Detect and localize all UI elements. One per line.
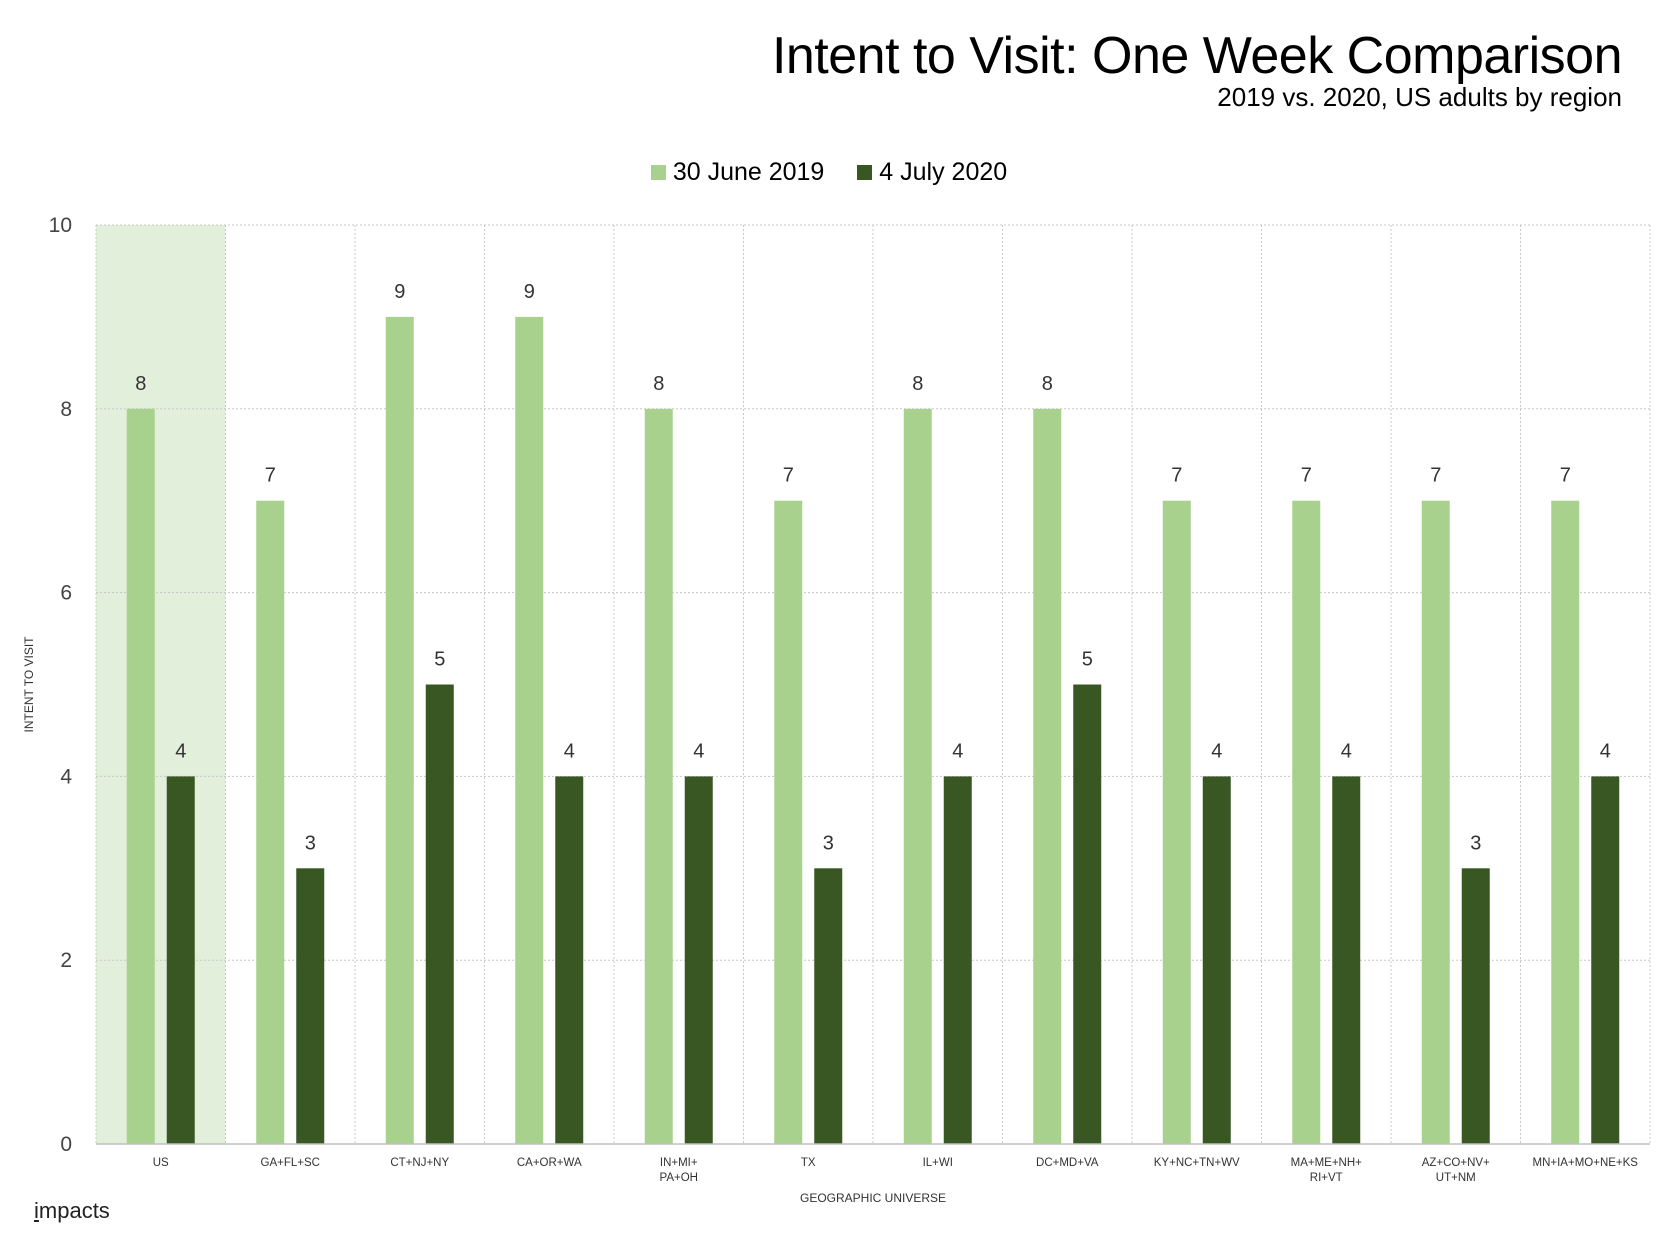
x-tick-label: CT+NJ+NY: [390, 1157, 449, 1169]
data-label-2019: 8: [653, 373, 664, 395]
x-tick-label: DC+MD+VA: [1036, 1157, 1099, 1169]
data-label-2020: 3: [305, 832, 316, 854]
x-tick-label: AZ+CO+NV+: [1422, 1157, 1490, 1169]
legend-swatch-2019: [650, 165, 666, 180]
bar-2019: [515, 316, 544, 1144]
bar-2019: [385, 316, 414, 1144]
x-tick-label: US: [153, 1157, 169, 1169]
data-label-2020: 4: [175, 740, 186, 762]
bar-2020: [814, 868, 843, 1144]
bar-2019: [1162, 500, 1191, 1144]
bar-2020: [684, 776, 713, 1144]
x-tick-label: GA+FL+SC: [261, 1157, 320, 1169]
x-tick-label: IL+WI: [923, 1157, 953, 1169]
x-tick-label: RI+VT: [1310, 1172, 1343, 1184]
bar-2020: [296, 868, 325, 1144]
bar-2019: [1551, 500, 1580, 1144]
legend: 30 June 2019 4 July 2020: [0, 158, 1658, 187]
bar-2020: [425, 684, 454, 1144]
y-tick-label: 2: [60, 949, 72, 972]
bar-2020: [1461, 868, 1490, 1144]
data-label-2019: 7: [783, 465, 794, 487]
bar-2019: [1421, 500, 1450, 1144]
data-label-2020: 5: [1082, 649, 1093, 671]
brand-text: mpacts: [38, 1198, 110, 1223]
bar-2020: [166, 776, 195, 1144]
bar-2019: [774, 500, 803, 1144]
data-label-2019: 8: [1042, 373, 1053, 395]
y-tick-label: 0: [60, 1133, 72, 1156]
x-tick-label: IN+MI+: [660, 1157, 698, 1169]
brand-logo: impacts: [34, 1198, 110, 1224]
brand-mark: i: [34, 1198, 39, 1223]
legend-item-2020: 4 July 2020: [857, 158, 1007, 187]
bar-2020: [943, 776, 972, 1144]
legend-swatch-2020: [857, 165, 873, 180]
y-axis-title: INTENT TO VISIT: [22, 636, 36, 733]
data-label-2020: 4: [693, 740, 704, 762]
bar-2020: [555, 776, 584, 1144]
legend-item-2019: 30 June 2019: [650, 158, 825, 187]
data-label-2020: 4: [1341, 740, 1352, 762]
data-label-2020: 5: [434, 649, 445, 671]
x-tick-label: CA+OR+WA: [517, 1157, 582, 1169]
data-label-2019: 7: [1171, 465, 1182, 487]
chart-title: Intent to Visit: One Week Comparison: [771, 27, 1623, 85]
data-label-2020: 4: [952, 740, 963, 762]
y-tick-label: 10: [49, 214, 72, 237]
data-label-2019: 9: [524, 281, 535, 303]
bar-2020: [1202, 776, 1231, 1144]
x-tick-label: UT+NM: [1436, 1172, 1476, 1184]
x-tick-label: MN+IA+MO+NE+KS: [1533, 1157, 1639, 1169]
x-tick-label: TX: [801, 1157, 816, 1169]
bar-2020: [1073, 684, 1102, 1144]
bar-2019: [126, 408, 155, 1144]
data-label-2020: 4: [564, 740, 575, 762]
data-label-2019: 8: [135, 373, 146, 395]
legend-label-2020: 4 July 2020: [879, 158, 1008, 186]
data-label-2020: 4: [1211, 740, 1222, 762]
x-tick-label: PA+OH: [660, 1172, 698, 1184]
y-tick-label: 6: [60, 582, 72, 605]
data-label-2019: 7: [1430, 465, 1441, 487]
data-label-2019: 7: [1560, 465, 1571, 487]
bar-2019: [1033, 408, 1062, 1144]
data-label-2019: 7: [265, 465, 276, 487]
data-label-2019: 7: [1301, 465, 1312, 487]
highlight-band: [96, 225, 226, 1144]
data-label-2019: 9: [394, 281, 405, 303]
x-tick-label: KY+NC+TN+WV: [1154, 1157, 1240, 1169]
data-label-2020: 4: [1600, 740, 1611, 762]
chart-subtitle: 2019 vs. 2020, US adults by region: [1217, 82, 1622, 112]
bar-2020: [1591, 776, 1620, 1144]
x-tick-label: MA+ME+NH+: [1291, 1157, 1363, 1169]
legend-label-2019: 30 June 2019: [672, 158, 825, 186]
bar-2019: [903, 408, 932, 1144]
bar-2019: [1292, 500, 1321, 1144]
bar-2019: [256, 500, 285, 1144]
y-tick-label: 4: [60, 765, 72, 788]
x-axis-title: GEOGRAPHIC UNIVERSE: [800, 1191, 946, 1205]
data-label-2020: 3: [823, 832, 834, 854]
y-tick-label: 8: [60, 398, 72, 421]
bar-2020: [1332, 776, 1361, 1144]
data-label-2020: 3: [1470, 832, 1481, 854]
data-label-2019: 8: [912, 373, 923, 395]
bar-2019: [644, 408, 673, 1144]
